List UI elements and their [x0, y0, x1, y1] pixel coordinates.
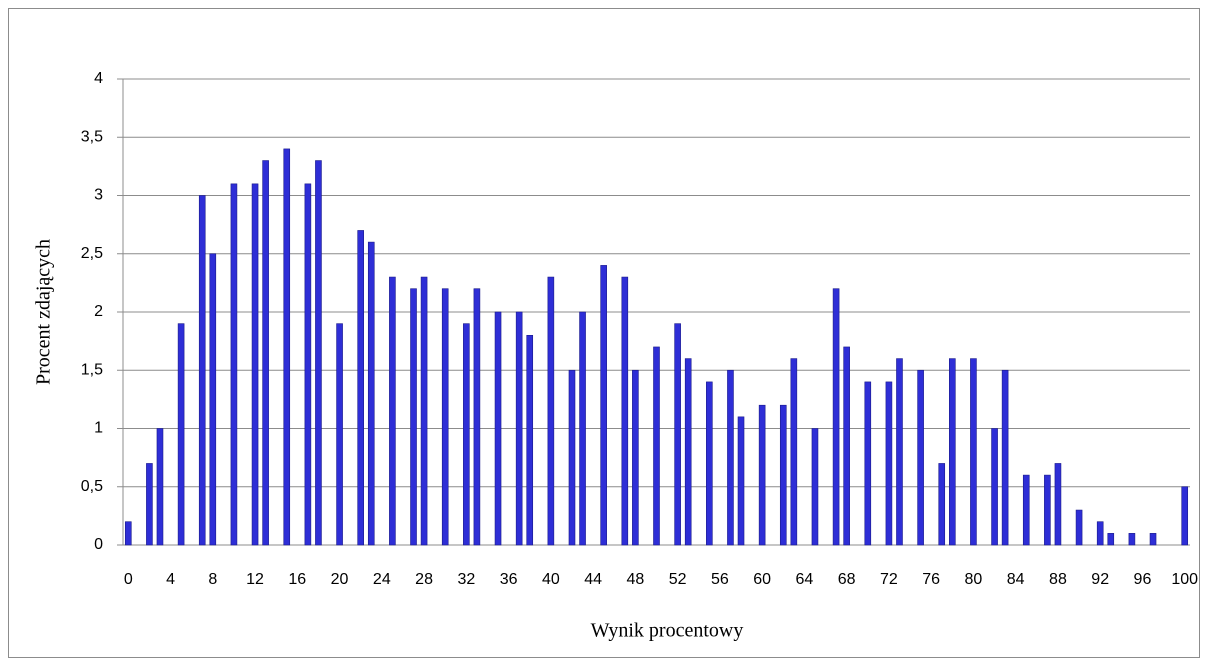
bar [209, 253, 217, 546]
y-tick-label: 2,5 [81, 245, 103, 262]
bar [526, 334, 534, 546]
x-tick-label: 8 [208, 571, 217, 588]
y-tick-label: 3,5 [81, 128, 103, 145]
y-axis-title: Procent zdających [33, 239, 55, 385]
bar [230, 183, 238, 546]
x-tick-label: 12 [246, 571, 264, 588]
bar [1044, 474, 1051, 546]
bar [146, 463, 153, 546]
x-tick-label: 100 [1171, 571, 1198, 588]
bar [336, 323, 343, 546]
bar [600, 265, 607, 546]
x-tick-label: 64 [796, 571, 814, 588]
y-tick-label: 4 [94, 70, 103, 87]
bar [684, 358, 692, 546]
bar [315, 160, 322, 546]
bar [1054, 463, 1062, 546]
bar [410, 288, 417, 546]
y-tick-label: 3 [94, 187, 103, 204]
x-tick-label: 60 [753, 571, 771, 588]
y-tick-label: 0 [94, 536, 103, 553]
bar [758, 404, 766, 546]
bar [494, 311, 502, 546]
bar [811, 428, 819, 546]
bar [832, 288, 840, 546]
bar [1181, 486, 1189, 546]
y-tick-label: 1,5 [81, 361, 103, 378]
x-tick-label: 40 [542, 571, 560, 588]
bar [1107, 533, 1115, 546]
x-tick-label: 44 [584, 571, 602, 588]
bar [1001, 369, 1009, 546]
bar [653, 346, 660, 546]
bar [727, 369, 734, 546]
bar [674, 323, 681, 546]
bar [251, 183, 259, 546]
x-tick-label: 32 [457, 571, 475, 588]
bar [262, 160, 269, 546]
bar [737, 416, 745, 546]
bar [790, 358, 798, 546]
bar [917, 369, 924, 546]
x-tick-label: 76 [922, 571, 940, 588]
bar [1128, 533, 1136, 546]
bar [283, 148, 291, 546]
bar [1096, 521, 1104, 546]
x-tick-label: 56 [711, 571, 729, 588]
bar [367, 241, 375, 546]
x-tick-label: 80 [965, 571, 983, 588]
bar [1075, 509, 1083, 546]
bar [864, 381, 872, 546]
y-tick-label: 2 [94, 303, 103, 320]
bar [568, 369, 576, 546]
bar [970, 358, 977, 546]
bar [896, 358, 903, 546]
bar [706, 381, 713, 546]
x-tick-label: 96 [1134, 571, 1152, 588]
bar [420, 276, 428, 546]
x-tick-label: 88 [1049, 571, 1067, 588]
bar [779, 404, 787, 546]
bar [441, 288, 449, 546]
bar [885, 381, 893, 546]
y-tick-label: 0,5 [81, 478, 103, 495]
x-tick-label: 28 [415, 571, 433, 588]
x-tick-label: 0 [124, 571, 133, 588]
x-tick-label: 84 [1007, 571, 1025, 588]
bar [304, 183, 312, 546]
bar [991, 428, 998, 546]
bar [124, 521, 132, 546]
y-tick-label: 1 [94, 420, 103, 437]
bar [463, 323, 470, 546]
bar [177, 323, 185, 546]
bar [632, 369, 639, 546]
bar [1149, 533, 1157, 546]
x-tick-label: 16 [288, 571, 306, 588]
x-tick-label: 24 [373, 571, 391, 588]
x-tick-label: 72 [880, 571, 898, 588]
x-tick-label: 68 [838, 571, 856, 588]
bar [473, 288, 481, 546]
x-tick-label: 92 [1091, 571, 1109, 588]
bar [389, 276, 396, 546]
bar [515, 311, 523, 546]
bar [357, 230, 364, 546]
x-tick-label: 52 [669, 571, 687, 588]
x-tick-label: 48 [626, 571, 644, 588]
bar [949, 358, 956, 546]
x-tick-label: 20 [331, 571, 349, 588]
bar [621, 276, 629, 546]
x-tick-label: 36 [500, 571, 518, 588]
bar [156, 428, 164, 546]
x-axis-title: Wynik procentowy [591, 620, 744, 642]
x-tick-label: 4 [166, 571, 175, 588]
bar [1022, 474, 1030, 546]
bar [547, 276, 555, 546]
bar [938, 463, 946, 546]
bar [198, 195, 206, 546]
bar [579, 311, 586, 546]
bar [843, 346, 850, 546]
